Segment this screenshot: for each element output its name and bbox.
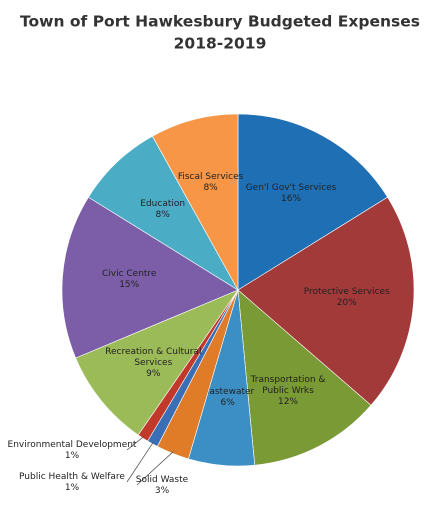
pie-slice [61, 196, 239, 359]
category-label: Education [140, 199, 186, 210]
category-label: Wastewater [201, 386, 255, 397]
category-label: Public Health & Welfare [19, 472, 125, 482]
category-label: Environmental Development [7, 440, 137, 450]
category-label: Civic Centre [101, 269, 157, 280]
slice-label-box: Civic Centre 15% [79, 269, 179, 291]
category-label: Solid Waste [135, 475, 189, 485]
value-label: 1% [64, 451, 80, 461]
chart-title: Town of Port Hawkesbury Budgeted Expense… [20, 13, 420, 31]
pie-slice [75, 289, 239, 436]
value-label: 15% [119, 280, 140, 291]
pie-slice [237, 113, 388, 291]
slice-label-box: Solid Waste 3% [122, 475, 202, 497]
category-label: Transportation & Public Wrks [250, 374, 326, 396]
slice-label-box: Environmental Development 1% [2, 440, 142, 462]
slice-label-box: Gen'l Gov't Services 16% [241, 183, 341, 205]
category-label: Gen'l Gov't Services [245, 182, 337, 193]
value-label: 8% [203, 183, 218, 194]
pie-slice [237, 196, 415, 406]
slice-label-box: Fiscal Services 8% [161, 172, 261, 194]
value-label: 3% [154, 486, 170, 496]
slice-label-box: Transportation & Public Wrks 12% [238, 375, 338, 408]
leader-line [126, 441, 154, 483]
value-label: 20% [336, 297, 357, 308]
category-label: Protective Services [303, 286, 390, 297]
slice-label-box: Recreation & Cultural Services 9% [103, 347, 203, 380]
slice-label-box: Wastewater 6% [178, 387, 278, 409]
value-label: 12% [277, 396, 298, 407]
category-label: Recreation & Cultural Services [105, 346, 202, 368]
category-label: Fiscal Services [177, 172, 244, 183]
pie-slice [152, 113, 239, 292]
chart-subtitle: 2018-2019 [174, 35, 267, 53]
value-label: 6% [220, 397, 235, 408]
slice-label-box: Protective Services 20% [297, 287, 397, 309]
leader-line [136, 451, 174, 486]
pie-slice [88, 135, 239, 291]
value-label: 9% [146, 368, 161, 379]
slice-label-box: Public Health & Welfare 1% [2, 472, 142, 494]
value-label: 8% [155, 210, 170, 221]
slice-label-box: Education 8% [113, 199, 213, 221]
leader-line [126, 436, 145, 451]
value-label: 1% [64, 483, 80, 493]
value-label: 16% [281, 193, 302, 204]
pie-slice [237, 289, 372, 466]
